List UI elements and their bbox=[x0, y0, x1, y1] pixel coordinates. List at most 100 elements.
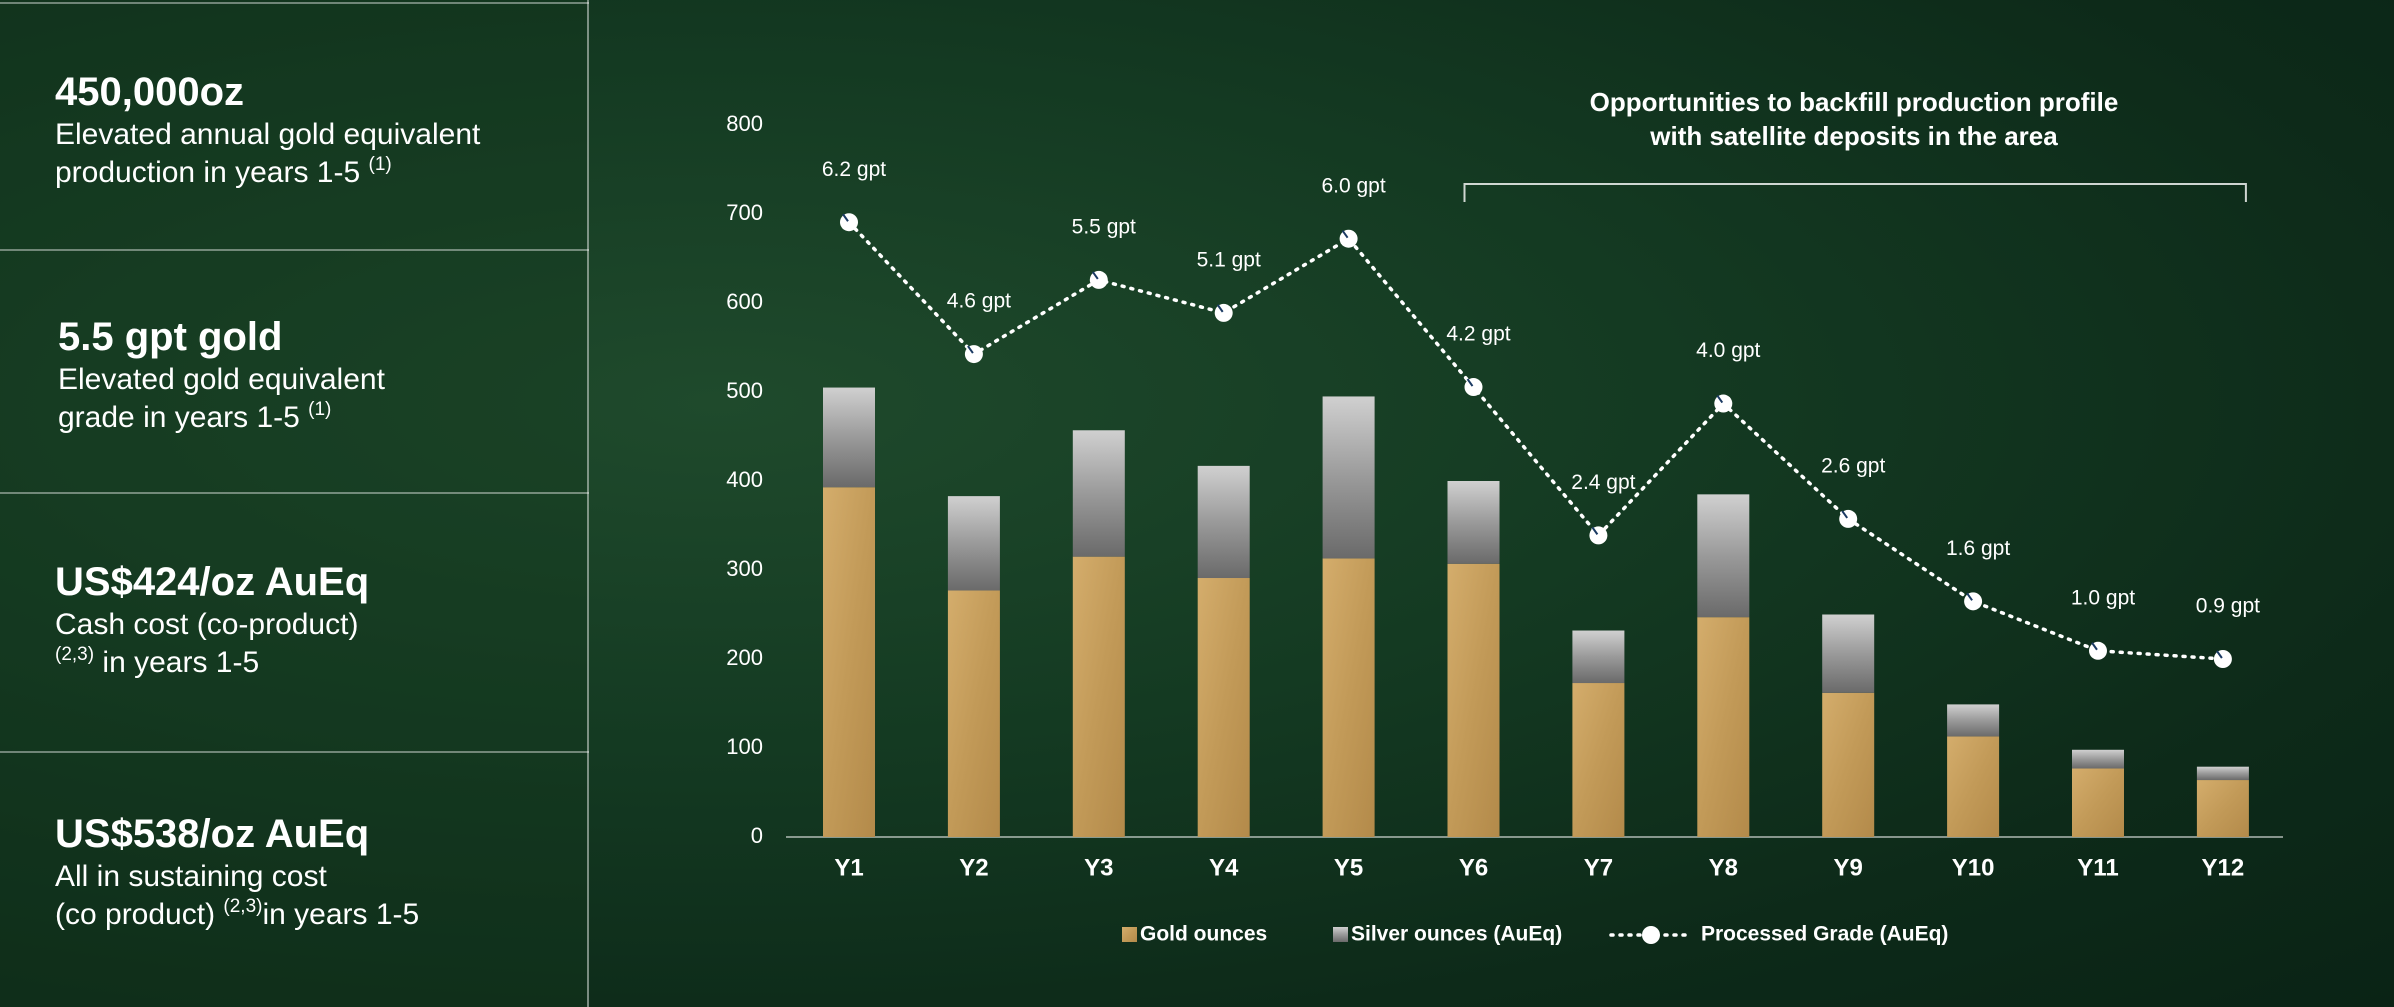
divider bbox=[0, 249, 589, 251]
bar-segment bbox=[2072, 749, 2124, 769]
legend-label: Silver ounces (AuEq) bbox=[1351, 923, 1562, 946]
grade-tick bbox=[842, 213, 849, 222]
grade-point bbox=[840, 213, 858, 232]
divider bbox=[0, 751, 589, 753]
stat-block: 450,000oz Elevated annual gold equivalent… bbox=[55, 68, 480, 192]
stat-description: production in years 1-5 (1) bbox=[55, 154, 480, 192]
grade-label: 4.6 gpt bbox=[947, 290, 1011, 313]
grade-label: 1.6 gpt bbox=[1946, 537, 2010, 560]
grade-label: 6.2 gpt bbox=[822, 158, 886, 181]
grade-tick bbox=[1841, 510, 1849, 519]
footnote-ref: (1) bbox=[368, 154, 392, 175]
stat-description: (2,3) in years 1-5 bbox=[55, 644, 369, 682]
bar-segment bbox=[1447, 563, 1500, 837]
grade-line bbox=[847, 220, 2225, 661]
grade-point bbox=[1464, 378, 1483, 397]
x-tick-label: Y3 bbox=[1084, 854, 1113, 881]
bar-segment bbox=[1822, 692, 1875, 837]
grade-point bbox=[1714, 394, 1733, 413]
bar-segment bbox=[947, 590, 1000, 837]
bar-segment bbox=[1572, 630, 1625, 684]
divider bbox=[0, 492, 589, 494]
grade-label: 5.1 gpt bbox=[1197, 248, 1261, 271]
grade-tick bbox=[1216, 304, 1224, 313]
grade-point bbox=[2089, 641, 2107, 660]
footnote-ref: (2,3) bbox=[223, 896, 263, 917]
stat-value: 450,000oz bbox=[55, 70, 245, 114]
stat-description: grade in years 1-5 (1) bbox=[58, 399, 385, 437]
bar-segment bbox=[947, 496, 1000, 591]
legend-swatch bbox=[1333, 927, 1348, 942]
annotation: with satellite deposits in the area bbox=[1649, 121, 2058, 151]
x-tick-label: Y7 bbox=[1584, 854, 1613, 881]
bar-segment bbox=[1322, 558, 1375, 837]
x-tick-label: Y12 bbox=[2202, 854, 2245, 881]
footnote-ref: (1) bbox=[308, 399, 332, 420]
grade-point bbox=[1214, 303, 1233, 322]
grade-tick bbox=[2216, 650, 2223, 659]
grade-label: 4.0 gpt bbox=[1696, 339, 1760, 362]
grade-label: 5.5 gpt bbox=[1072, 215, 1136, 238]
grade-point bbox=[1089, 270, 1108, 289]
grade-tick bbox=[1591, 526, 1599, 535]
y-tick-label: 700 bbox=[726, 200, 763, 225]
description-text: (co product) bbox=[55, 898, 224, 931]
bar-segment bbox=[1197, 578, 1250, 837]
bar-segment bbox=[1072, 430, 1125, 557]
description-text: grade in years 1-5 bbox=[58, 401, 309, 434]
bar-segment bbox=[2196, 780, 2249, 837]
y-tick-label: 200 bbox=[726, 645, 763, 670]
stat-block: 5.5 gpt gold Elevated gold equivalent grad… bbox=[58, 313, 385, 437]
grade-point bbox=[1964, 592, 1983, 611]
y-tick-label: 800 bbox=[726, 111, 763, 136]
description-text: in years 1-5 bbox=[94, 646, 260, 679]
bar-segment bbox=[1572, 683, 1625, 837]
stat-value: US$424/oz AuEq bbox=[55, 560, 370, 604]
description-text: Elevated gold equivalent bbox=[58, 363, 385, 396]
grade-tick bbox=[1716, 394, 1724, 404]
stat-block: US$538/oz AuEq All in sustaining cost (co … bbox=[55, 810, 419, 934]
x-tick-label: Y9 bbox=[1834, 854, 1863, 881]
grade-tick bbox=[967, 345, 974, 354]
stat-description: Elevated gold equivalent bbox=[58, 361, 385, 399]
legend-label: Gold ounces bbox=[1140, 923, 1267, 946]
description-text: All in sustaining cost bbox=[55, 860, 327, 893]
y-tick-label: 500 bbox=[726, 378, 763, 403]
grade-tick bbox=[1466, 378, 1474, 387]
annotation: Opportunities to backfill production pro… bbox=[1590, 87, 2119, 117]
legend-label: Processed Grade (AuEq) bbox=[1701, 923, 1948, 946]
x-tick-label: Y8 bbox=[1709, 854, 1738, 881]
x-tick-label: Y10 bbox=[1952, 854, 1995, 881]
y-tick-label: 400 bbox=[726, 467, 763, 492]
grade-tick bbox=[1966, 592, 1973, 601]
divider bbox=[0, 2, 589, 4]
x-tick-label: Y4 bbox=[1209, 854, 1239, 881]
bar-segment bbox=[2196, 766, 2249, 781]
stats-panel: 450,000oz Elevated annual gold equivalent… bbox=[0, 0, 589, 1007]
annotation-bracket bbox=[1463, 183, 2247, 202]
bar-segment bbox=[1697, 494, 1750, 618]
grade-label: 1.0 gpt bbox=[2071, 586, 2135, 609]
stat-description: Elevated annual gold equivalent bbox=[55, 116, 480, 154]
grade-point bbox=[1339, 229, 1358, 248]
bar-segment bbox=[1947, 704, 2000, 737]
bar-segment bbox=[1322, 396, 1375, 559]
stat-description: Cash cost (co-product) bbox=[55, 606, 369, 644]
bar-segment bbox=[1822, 614, 1875, 693]
grade-point bbox=[1839, 509, 1858, 528]
grade-label: 4.2 gpt bbox=[1446, 323, 1510, 346]
bar-segment bbox=[1447, 481, 1500, 564]
grade-label: 2.6 gpt bbox=[1821, 454, 1885, 477]
x-tick-label: Y2 bbox=[959, 854, 988, 881]
bar-segment bbox=[2072, 768, 2124, 837]
bar-segment bbox=[1697, 617, 1750, 837]
stat-description: (co product) (2,3)in years 1-5 bbox=[55, 896, 419, 934]
bar-segment bbox=[1072, 556, 1125, 837]
bar-segment bbox=[823, 487, 875, 837]
stat-value: 5.5 gpt gold bbox=[58, 315, 283, 359]
x-tick-label: Y1 bbox=[834, 854, 863, 881]
description-text: production in years 1-5 bbox=[55, 156, 369, 189]
bar-segment bbox=[1947, 736, 2000, 837]
